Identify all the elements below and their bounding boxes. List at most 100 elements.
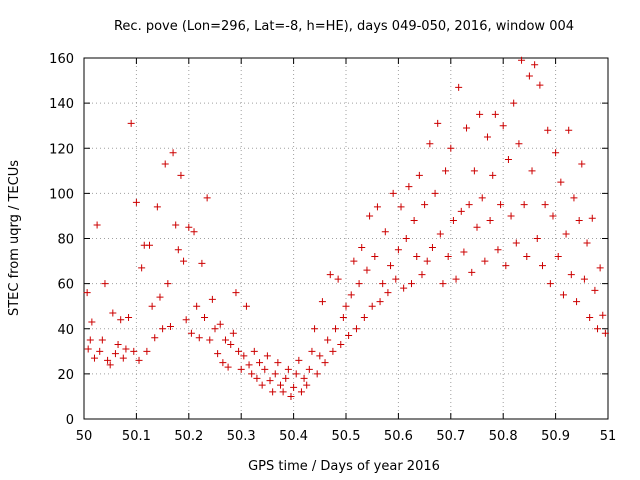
data-point (332, 325, 340, 333)
data-point (413, 253, 421, 261)
data-point (96, 347, 104, 355)
data-point (533, 235, 541, 242)
data-point (227, 341, 235, 349)
data-point (554, 253, 562, 261)
data-point (468, 268, 476, 276)
data-point (528, 167, 536, 175)
data-point (465, 201, 473, 209)
data-point (460, 248, 468, 256)
data-point (594, 325, 602, 333)
data-point (418, 271, 426, 279)
data-point (83, 289, 91, 297)
data-point (334, 275, 342, 283)
data-point (525, 72, 533, 80)
y-tick-label: 20 (57, 368, 74, 383)
data-point (198, 259, 206, 267)
data-point (476, 110, 484, 118)
data-point (132, 198, 140, 206)
data-point (193, 302, 201, 310)
data-point (182, 316, 190, 324)
data-point (156, 293, 164, 301)
data-point (148, 302, 156, 310)
y-tick-label: 120 (49, 142, 74, 157)
data-point (350, 257, 358, 265)
data-point (261, 365, 269, 373)
x-tick-label: 50.2 (174, 429, 203, 444)
data-point (214, 350, 222, 358)
data-point (185, 223, 193, 231)
data-point (111, 350, 119, 358)
data-point (287, 392, 295, 400)
data-point (318, 298, 326, 306)
data-point (371, 253, 379, 261)
data-point (580, 275, 588, 283)
data-point (235, 347, 243, 355)
x-tick-label: 50.3 (227, 429, 256, 444)
data-point (229, 329, 237, 337)
data-point (400, 284, 408, 292)
x-tick-label: 50.7 (436, 429, 465, 444)
data-point (266, 377, 274, 385)
data-point (504, 156, 512, 164)
data-point (284, 365, 292, 373)
data-point (208, 295, 216, 303)
data-point (271, 370, 279, 378)
data-point (497, 201, 505, 209)
data-point (146, 241, 153, 249)
data-point (290, 383, 298, 391)
data-point (122, 345, 130, 353)
data-point (242, 302, 250, 310)
data-point (321, 359, 329, 367)
data-point (457, 207, 465, 215)
grid (84, 58, 608, 419)
x-tick-label: 50.8 (489, 429, 518, 444)
data-point (117, 316, 125, 324)
y-tick-label: 160 (49, 52, 74, 67)
data-point (573, 298, 581, 306)
data-point (337, 341, 345, 349)
data-point (447, 144, 455, 152)
data-point (345, 332, 353, 340)
data-point (520, 201, 528, 209)
data-point (101, 280, 109, 288)
data-point (415, 171, 423, 179)
data-point (489, 171, 497, 179)
chart-title: Rec. pove (Lon=296, Lat=-8, h=HE), days … (114, 19, 574, 34)
data-point (180, 257, 188, 265)
data-point (387, 262, 395, 270)
data-point (539, 262, 546, 270)
data-point (491, 110, 499, 118)
data-point (177, 171, 185, 179)
data-point (549, 212, 557, 220)
x-tick-label: 51 (600, 429, 617, 444)
data-point (279, 388, 287, 396)
data-point (389, 189, 397, 197)
data-point (203, 194, 211, 202)
data-point (478, 194, 486, 202)
y-tick-label: 100 (49, 187, 74, 202)
data-point (311, 325, 319, 333)
data-point (368, 302, 376, 310)
data-point (562, 230, 570, 238)
x-tick-label: 50.6 (384, 429, 413, 444)
data-point (84, 345, 92, 353)
data-point (499, 122, 507, 130)
data-point (190, 228, 198, 236)
y-axis-label: STEC from uqrg / TECUs (7, 160, 22, 316)
data-point (444, 253, 452, 261)
data-point (546, 280, 554, 288)
data-point (455, 83, 463, 91)
data-point (347, 291, 355, 299)
data-point (224, 363, 232, 371)
data-point (313, 370, 321, 378)
data-point (360, 313, 368, 321)
data-point (316, 352, 324, 360)
data-point (473, 223, 481, 231)
data-points (83, 56, 609, 400)
data-point (109, 309, 117, 317)
data-point (599, 311, 607, 319)
data-point (518, 56, 526, 64)
data-point (282, 374, 290, 382)
data-point (366, 212, 374, 220)
